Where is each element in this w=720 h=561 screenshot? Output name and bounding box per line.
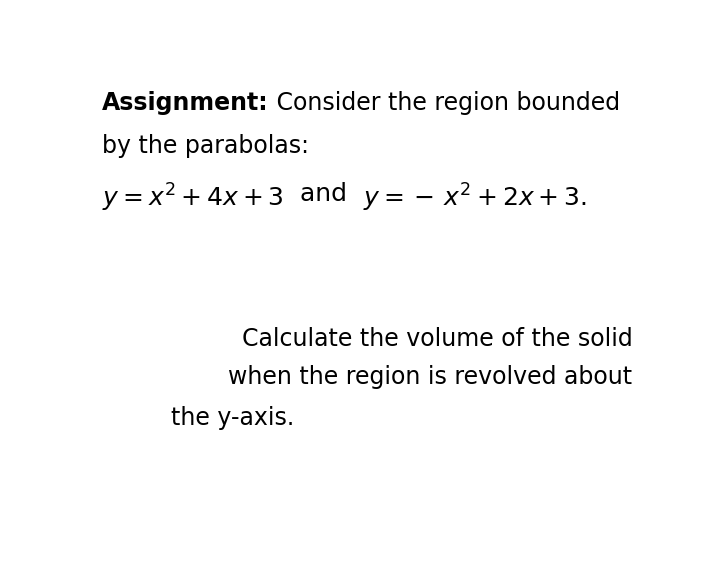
- Text: by the parabolas:: by the parabolas:: [102, 134, 310, 158]
- Text: $y = -\,x^{2} + 2x + 3.$: $y = -\,x^{2} + 2x + 3.$: [363, 182, 587, 214]
- Text: Consider the region bounded: Consider the region bounded: [269, 91, 620, 115]
- Text: and: and: [284, 182, 363, 206]
- Text: $y = x^{2} + 4x + 3$: $y = x^{2} + 4x + 3$: [102, 182, 284, 214]
- Text: the y-axis.: the y-axis.: [171, 406, 294, 430]
- Text: when the region is revolved about: when the region is revolved about: [228, 365, 632, 389]
- Text: Calculate the volume of the solid: Calculate the volume of the solid: [242, 327, 632, 351]
- Text: Assignment:: Assignment:: [102, 91, 269, 115]
